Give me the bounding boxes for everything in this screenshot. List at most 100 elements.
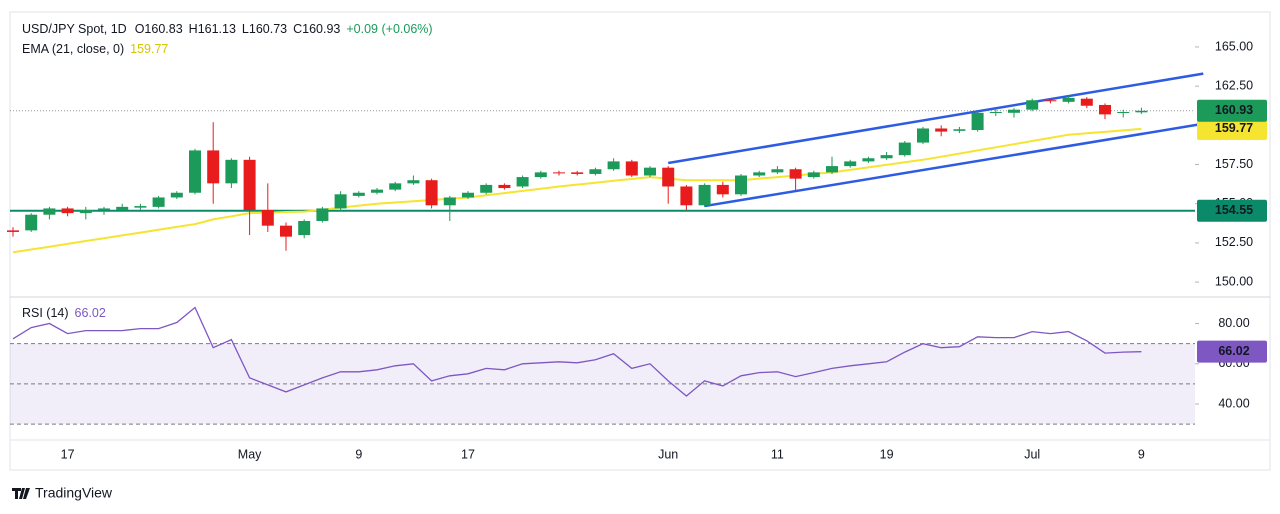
candle-body [134, 206, 147, 208]
candle-body [170, 192, 183, 198]
candle-body [1080, 98, 1093, 106]
candle-body [735, 175, 747, 195]
channel-line [704, 122, 1204, 208]
candle-body [407, 180, 420, 184]
y-tick-label: 165.00 [1215, 39, 1253, 53]
x-tick-label: Jul [1024, 447, 1040, 461]
x-tick-label: 9 [1138, 447, 1145, 461]
candle-body [1135, 110, 1148, 113]
y-tick-label: 162.50 [1215, 78, 1253, 92]
x-tick-label: 17 [461, 447, 475, 461]
rsi-badge-label: 66.02 [1218, 344, 1249, 358]
candle-body [298, 220, 311, 236]
price-badge [1197, 99, 1267, 122]
candle-body [498, 184, 511, 189]
candle-body [316, 208, 329, 221]
price-badge-label: 160.93 [1215, 103, 1253, 117]
candle-body [826, 166, 838, 173]
legend-rsi: RSI (14) 66.02 [22, 306, 106, 320]
x-tick-label: 11 [771, 447, 784, 461]
change: +0.09 (+0.06%) [346, 22, 432, 36]
candle-body [1044, 100, 1057, 102]
candle-body [989, 112, 1002, 114]
candle-body [807, 172, 820, 178]
x-tick-label: May [238, 447, 262, 461]
x-tick-label: 17 [61, 447, 75, 461]
candle-body [371, 189, 383, 193]
y-tick-label: 80.00 [1218, 316, 1249, 330]
legend-ema: EMA (21, close, 0) 159.77 [22, 42, 168, 56]
ohlc-label: H [189, 22, 198, 36]
y-tick-label: 157.50 [1215, 157, 1253, 171]
candle-body [480, 184, 493, 193]
candle-body [662, 167, 675, 187]
candle-body [862, 158, 875, 162]
support-badge-label: 154.55 [1215, 203, 1253, 217]
candle-body [1008, 109, 1020, 113]
candle-body [935, 128, 948, 132]
rsi-line [12, 306, 1142, 397]
candle-body [607, 161, 620, 170]
candle-body [917, 128, 929, 143]
ohlc-value: 160.73 [249, 22, 287, 36]
candle-body [516, 177, 529, 187]
candle-body [334, 194, 347, 209]
candle-body [680, 186, 693, 206]
y-tick-label: 150.00 [1215, 274, 1253, 288]
candle-body [280, 225, 292, 237]
ohlc-value: 160.83 [144, 22, 182, 36]
candle-body [771, 169, 784, 173]
ema-value: 159.77 [130, 42, 168, 56]
ohlc-value: 160.93 [302, 22, 340, 36]
candle-body [898, 142, 911, 156]
ema-badge-label: 159.77 [1215, 121, 1253, 135]
brand: TradingView [35, 485, 113, 501]
candle-body [1062, 97, 1075, 102]
candle-body [389, 183, 402, 190]
candle-body [589, 169, 602, 174]
ema-badge [1197, 117, 1267, 140]
tradingview-logo: TradingView [12, 485, 113, 501]
candle-body [225, 159, 238, 184]
x-tick-label: 9 [355, 447, 362, 461]
candle-body [844, 161, 857, 167]
frame [9, 11, 1271, 471]
candle-body [261, 209, 274, 226]
candle-body [462, 192, 474, 198]
support-badge [1197, 199, 1267, 222]
ohlc-label: O [135, 22, 145, 36]
candle-body [789, 169, 802, 179]
logo-icon [12, 488, 30, 499]
candle-body [443, 197, 456, 206]
candle-body [971, 112, 984, 131]
candle-body [116, 206, 129, 210]
candle-body [7, 230, 19, 232]
channel-line [667, 72, 1204, 165]
candle-body [716, 184, 729, 195]
ohlc-label: L [242, 22, 249, 36]
rsi-name: RSI (14) [22, 306, 69, 320]
candle-body [644, 167, 656, 176]
rsi-value: 66.02 [75, 306, 106, 320]
candle-body [698, 184, 711, 206]
candle-body [880, 155, 893, 159]
candle-body [425, 180, 438, 206]
ema-name: EMA (21, close, 0) [22, 42, 124, 56]
candle-body [534, 172, 547, 178]
ohlc-label: C [293, 22, 302, 36]
rsi-badge [1197, 340, 1267, 363]
candle-body [243, 159, 256, 210]
candle-body [152, 197, 165, 207]
candle-body [207, 150, 220, 184]
x-tick-label: 19 [880, 447, 894, 461]
symbol: USD/JPY Spot, 1D [22, 22, 127, 36]
candle-body [43, 208, 56, 215]
candle-body [1099, 104, 1111, 115]
candle-body [571, 172, 584, 174]
candle-body [79, 209, 92, 214]
legend-main: USD/JPY Spot, 1D O160.83 H161.13 L160.73 C16… [22, 22, 433, 36]
candle-body [753, 172, 766, 176]
ohlc-value: 161.13 [198, 22, 236, 36]
